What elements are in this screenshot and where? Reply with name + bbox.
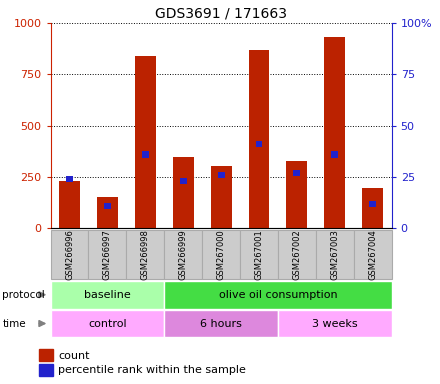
Bar — [218, 172, 224, 178]
FancyBboxPatch shape — [164, 310, 278, 338]
Bar — [293, 170, 300, 176]
Text: GSM267002: GSM267002 — [292, 229, 301, 280]
Bar — [39, 349, 53, 361]
FancyBboxPatch shape — [202, 230, 240, 279]
Text: GSM267004: GSM267004 — [368, 229, 377, 280]
Bar — [180, 178, 187, 184]
Bar — [39, 364, 53, 376]
FancyBboxPatch shape — [51, 230, 88, 279]
Text: GSM266997: GSM266997 — [103, 229, 112, 280]
Text: baseline: baseline — [84, 290, 131, 300]
Text: GSM266996: GSM266996 — [65, 229, 74, 280]
Text: 6 hours: 6 hours — [200, 318, 242, 329]
Bar — [66, 176, 73, 182]
Text: count: count — [59, 351, 90, 361]
Bar — [249, 50, 269, 228]
Bar — [211, 166, 231, 228]
Text: 3 weeks: 3 weeks — [312, 318, 358, 329]
FancyBboxPatch shape — [51, 281, 164, 309]
FancyBboxPatch shape — [88, 230, 126, 279]
Bar — [369, 201, 376, 207]
Text: GSM266999: GSM266999 — [179, 229, 188, 280]
Bar — [324, 37, 345, 228]
Bar — [173, 157, 194, 228]
Bar — [331, 151, 338, 157]
Bar — [142, 151, 149, 157]
Bar — [59, 181, 80, 228]
Text: GSM267001: GSM267001 — [254, 229, 264, 280]
FancyBboxPatch shape — [316, 230, 354, 279]
FancyBboxPatch shape — [278, 310, 392, 338]
Bar — [256, 141, 262, 147]
FancyBboxPatch shape — [164, 230, 202, 279]
FancyBboxPatch shape — [51, 310, 164, 338]
Bar — [362, 189, 383, 228]
Bar — [135, 56, 156, 228]
Text: GSM267003: GSM267003 — [330, 229, 339, 280]
Text: GSM266998: GSM266998 — [141, 229, 150, 280]
FancyBboxPatch shape — [354, 230, 392, 279]
FancyBboxPatch shape — [164, 281, 392, 309]
FancyBboxPatch shape — [240, 230, 278, 279]
Text: control: control — [88, 318, 127, 329]
Text: olive oil consumption: olive oil consumption — [219, 290, 337, 300]
Text: GSM267000: GSM267000 — [216, 229, 226, 280]
Title: GDS3691 / 171663: GDS3691 / 171663 — [155, 7, 287, 20]
FancyBboxPatch shape — [278, 230, 316, 279]
Bar — [97, 197, 118, 228]
Bar — [104, 203, 111, 209]
Text: percentile rank within the sample: percentile rank within the sample — [59, 365, 246, 375]
FancyBboxPatch shape — [126, 230, 164, 279]
Bar — [286, 161, 307, 228]
Text: protocol: protocol — [2, 290, 45, 300]
Text: time: time — [2, 319, 26, 329]
